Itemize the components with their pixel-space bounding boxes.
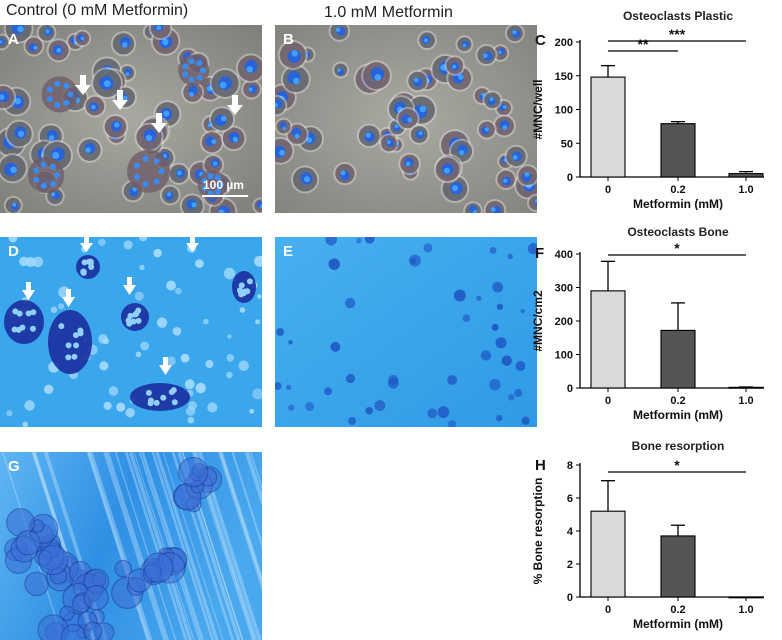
y-axis-label: % Bone resorption <box>531 478 545 585</box>
x-tick-label: 0.2 <box>670 604 685 616</box>
significance-stars: * <box>674 240 680 256</box>
column-title-metformin: 1.0 mM Metformin <box>324 4 453 21</box>
y-tick-label: 50 <box>561 138 573 150</box>
panel-label-h: H <box>535 457 546 474</box>
y-tick-label: 100 <box>555 105 573 117</box>
y-tick-label: 300 <box>555 283 573 295</box>
y-tick-label: 100 <box>555 350 573 362</box>
chart-osteoclasts-bone: Osteoclasts Bone 0 100 200 300 400 #MNC/cm2 0 0.… <box>531 225 764 422</box>
x-tick-label: 1.0 <box>738 395 753 407</box>
panel-label-a: A <box>8 31 19 48</box>
arrow-markers-a <box>75 75 243 133</box>
column-title-control: Control (0 mM Metformin) <box>6 2 189 19</box>
x-axis-label: Metformin (mM) <box>633 197 723 210</box>
y-tick-label: 4 <box>567 526 574 538</box>
y-tick-label: 6 <box>567 493 573 505</box>
bar <box>590 510 626 598</box>
micrograph-a-control-plastic: A 100 µm <box>0 25 262 213</box>
panel-label-d: D <box>8 243 19 260</box>
bar <box>728 173 764 178</box>
y-tick-label: 0 <box>567 172 573 184</box>
x-tick-label: 1.0 <box>738 184 753 196</box>
y-tick-label: 200 <box>555 316 573 328</box>
scale-bar <box>202 195 248 197</box>
significance-stars: *** <box>669 26 686 42</box>
y-axis-label: #MNC/cm2 <box>531 290 545 352</box>
chart-title: Osteoclasts Bone <box>627 225 729 239</box>
y-tick-label: 8 <box>567 460 573 472</box>
panel-label-c: C <box>535 32 546 49</box>
bar <box>660 329 696 389</box>
y-tick-label: 400 <box>555 249 573 261</box>
significance-stars: * <box>674 457 680 473</box>
chart-title: Bone resorption <box>632 439 725 453</box>
bar <box>660 535 696 598</box>
panel-label-b: B <box>283 31 294 48</box>
bar <box>590 76 626 178</box>
micrograph-b-metformin-plastic: B <box>275 25 537 213</box>
y-axis-label: #MNC/well <box>531 79 545 139</box>
y-tick-label: 0 <box>567 592 573 604</box>
arrow-markers-d <box>22 237 199 375</box>
panel-label-g: G <box>8 458 20 475</box>
micrograph-e-metformin-bone: E <box>275 237 537 427</box>
micrograph-g-resorption: G <box>0 452 262 640</box>
y-tick-label: 150 <box>555 71 573 83</box>
x-tick-label: 0.2 <box>670 395 685 407</box>
x-tick-label: 0 <box>605 184 611 196</box>
chart-title: Osteoclasts Plastic <box>623 9 733 23</box>
micrograph-d-control-bone: D <box>0 237 262 427</box>
x-axis-label: Metformin (mM) <box>633 408 723 422</box>
x-tick-label: 0 <box>605 395 611 407</box>
bar <box>660 123 696 178</box>
panel-label-f: F <box>535 245 545 262</box>
bar <box>590 290 626 389</box>
x-tick-label: 0.2 <box>670 184 685 196</box>
scale-bar-label: 100 µm <box>203 178 244 192</box>
x-axis-label: Metformin (mM) <box>633 617 723 631</box>
y-tick-label: 200 <box>555 37 573 49</box>
x-tick-label: 0 <box>605 604 611 616</box>
chart-bone-resorption: Bone resorption 0 2 4 6 8 % Bone resorption 0 0.… <box>531 439 764 631</box>
significance-stars: ** <box>638 36 649 52</box>
panel-label-e: E <box>283 243 294 260</box>
chart-osteoclasts-plastic: Osteoclasts Plastic 0 50 100 150 200 #MNC/well… <box>531 9 764 210</box>
x-tick-label: 1.0 <box>738 604 753 616</box>
y-tick-label: 2 <box>567 559 573 571</box>
y-tick-label: 0 <box>567 383 573 395</box>
